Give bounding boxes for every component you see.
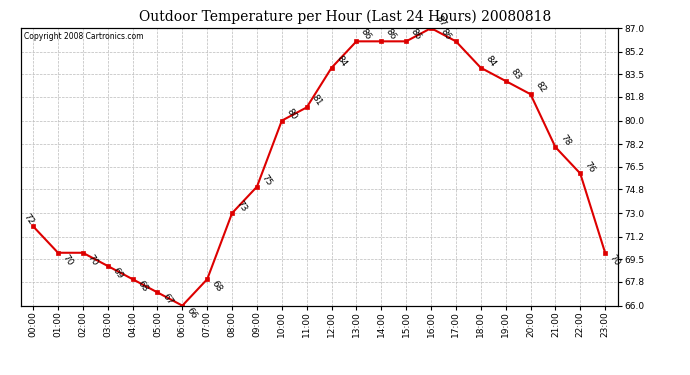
Text: 86: 86 (409, 27, 423, 42)
Text: 66: 66 (185, 306, 199, 320)
Text: 70: 70 (86, 253, 99, 267)
Text: 84: 84 (335, 54, 348, 68)
Text: 84: 84 (484, 54, 497, 68)
Text: 73: 73 (235, 199, 249, 214)
Text: 76: 76 (583, 159, 597, 174)
Text: 67: 67 (160, 292, 174, 307)
Text: 70: 70 (61, 253, 75, 267)
Text: 87: 87 (434, 14, 448, 29)
Text: 75: 75 (259, 173, 274, 187)
Text: 68: 68 (135, 279, 149, 294)
Text: 68: 68 (210, 279, 224, 294)
Text: Outdoor Temperature per Hour (Last 24 Hours) 20080818: Outdoor Temperature per Hour (Last 24 Ho… (139, 9, 551, 24)
Text: Copyright 2008 Cartronics.com: Copyright 2008 Cartronics.com (23, 32, 144, 41)
Text: 86: 86 (359, 27, 373, 42)
Text: 70: 70 (608, 253, 622, 267)
Text: 86: 86 (384, 27, 398, 42)
Text: 72: 72 (22, 213, 36, 227)
Text: 83: 83 (509, 67, 522, 82)
Text: 81: 81 (310, 93, 324, 108)
Text: 78: 78 (558, 133, 572, 148)
Text: 80: 80 (284, 106, 299, 121)
Text: 69: 69 (110, 266, 124, 280)
Text: 86: 86 (440, 27, 453, 42)
Text: 82: 82 (533, 80, 547, 95)
